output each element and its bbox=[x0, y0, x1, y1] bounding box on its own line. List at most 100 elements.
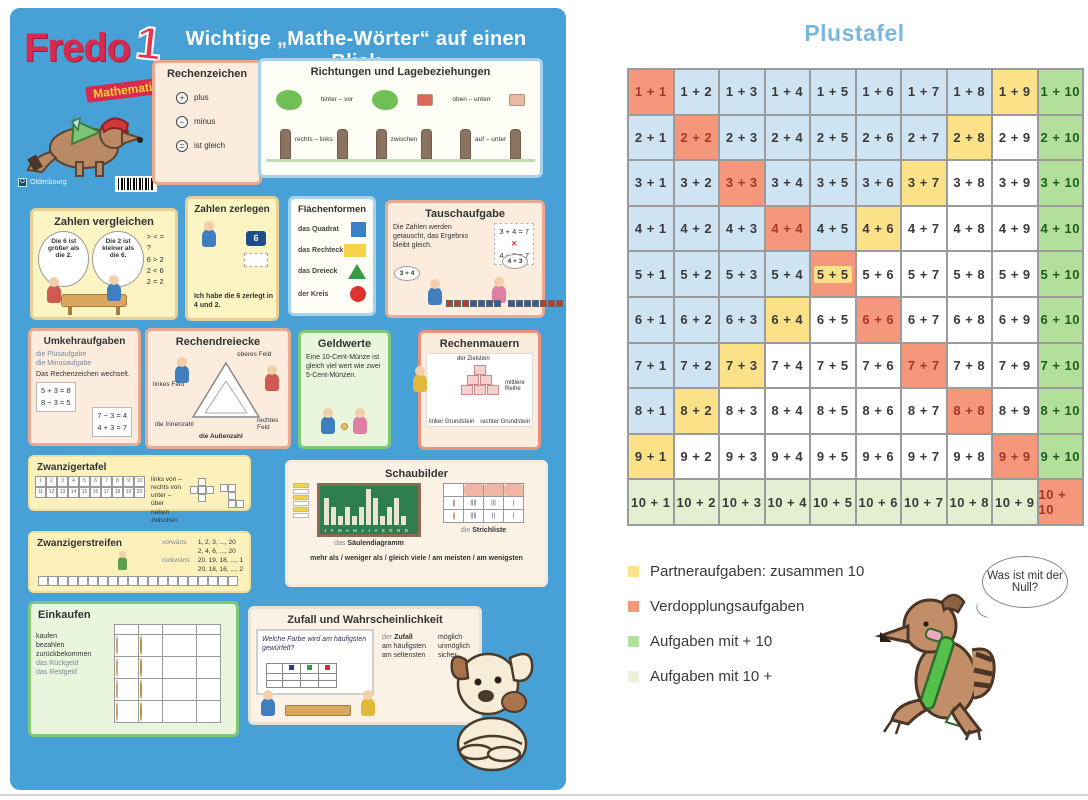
legend-swatch bbox=[628, 671, 639, 682]
child-figure bbox=[492, 277, 506, 303]
label-right: rechtes Feld bbox=[257, 417, 279, 431]
directions-row-bottom: rechts – links zwischen auf – unter bbox=[266, 118, 535, 162]
plustafel-cell: 1 + 4 bbox=[764, 69, 810, 115]
card-rechenmauern: Rechenmauern der Zielstein mittlere Reih… bbox=[413, 330, 541, 450]
plustafel-cell: 6 + 9 bbox=[992, 296, 1038, 343]
card-flaechenformen: Flächenformen das Quadrat das Rechteck d… bbox=[288, 196, 376, 316]
plustafel-cell: 6 + 1 bbox=[628, 296, 674, 343]
plustafel-cell: 5 + 1 bbox=[628, 251, 674, 297]
twenty-grid-cell: 8 bbox=[112, 476, 123, 487]
twenty-grid-cell: 2 bbox=[46, 476, 57, 487]
plustafel-cell: 5 + 2 bbox=[673, 251, 719, 297]
plustafel-cell: 9 + 4 bbox=[764, 433, 810, 480]
twenty-strip-cell bbox=[78, 576, 88, 586]
bar bbox=[373, 498, 378, 525]
caption: Die Zahlen werden getauscht, das Ergebni… bbox=[393, 224, 469, 250]
sequence: 20, 18, 16, ..., 2 bbox=[197, 566, 243, 574]
whiteboard: Welche Farbe wird am häufigsten gewürfel… bbox=[256, 629, 374, 695]
plustafel-cell: 4 + 8 bbox=[946, 205, 992, 252]
speech-bubble: Was ist mit der Null? bbox=[982, 556, 1068, 608]
arithmetic-triangle-icon bbox=[191, 361, 261, 418]
plustafel-cell: 10 + 3 bbox=[719, 479, 765, 525]
twenty-strip-cell bbox=[148, 576, 158, 586]
plustafel-cell: 3 + 2 bbox=[673, 160, 719, 206]
tally-cell: || bbox=[483, 509, 504, 523]
tree-icon bbox=[375, 129, 387, 159]
bar bbox=[366, 489, 371, 525]
shopping-table bbox=[114, 624, 221, 723]
child-figure bbox=[413, 366, 427, 392]
child-figure bbox=[202, 221, 216, 247]
card-title: Richtungen und Lagebeziehungen bbox=[310, 66, 491, 78]
position-word: zwischen bbox=[151, 516, 178, 524]
plustafel-cell: 2 + 3 bbox=[719, 114, 765, 161]
bar-chart-bars bbox=[324, 489, 406, 525]
table-illustration bbox=[285, 705, 351, 716]
card-title: Zahlen zerlegen bbox=[194, 204, 270, 215]
plustafel-cell: 1 + 7 bbox=[901, 69, 947, 115]
twenty-grid-cell: 4 bbox=[68, 476, 79, 487]
label-outer: die Außenzahl bbox=[199, 433, 243, 440]
plustafel-cell: 2 + 7 bbox=[901, 114, 947, 161]
plustafel-cell: 10 + 7 bbox=[901, 479, 947, 525]
plustafel-cell: 7 + 5 bbox=[810, 342, 856, 389]
plustafel-cell: 2 + 10 bbox=[1037, 114, 1083, 161]
plustafel-cell: 9 + 7 bbox=[901, 433, 947, 480]
plustafel-cell: 3 + 5 bbox=[810, 160, 856, 206]
equation-box: 5 + 3 = 8 8 − 3 = 5 bbox=[36, 382, 76, 413]
cell-cluster-icon bbox=[190, 478, 214, 502]
twenty-strip-cell bbox=[178, 576, 188, 586]
sequence: 1, 2, 3, ..., 20 bbox=[197, 539, 236, 546]
equation: 4 + 3 = 7 bbox=[97, 423, 127, 432]
card-title: Tauschaufgabe bbox=[425, 208, 505, 220]
direction-label: rechts – links bbox=[294, 136, 333, 143]
direction-label: oben – unten bbox=[452, 95, 491, 103]
word: das Restgeld bbox=[36, 669, 77, 677]
label-middle: mittlere Reihe bbox=[505, 380, 525, 392]
plustafel-cell: 8 + 4 bbox=[764, 388, 810, 434]
sign-board-icon bbox=[509, 94, 526, 106]
equation: 7 − 3 = 4 bbox=[97, 411, 127, 420]
plustafel-cell: 10 + 8 bbox=[946, 479, 992, 525]
tree-icon bbox=[421, 129, 433, 159]
word-column: der Zufall am häufigsten am seltensten bbox=[382, 634, 426, 660]
sequence-word: vorwärts bbox=[162, 539, 187, 546]
tree-icon bbox=[336, 129, 348, 159]
word: zurückbekommen bbox=[36, 651, 92, 659]
card-title: Rechenzeichen bbox=[166, 68, 248, 80]
plustafel-cell: 6 + 7 bbox=[901, 296, 947, 343]
plustafel-cell: 4 + 1 bbox=[628, 205, 674, 252]
plustafel-cell: 2 + 5 bbox=[810, 114, 856, 161]
plustafel-cell: 2 + 2 bbox=[673, 114, 719, 161]
plustafel-cell: 4 + 9 bbox=[992, 205, 1038, 252]
bar bbox=[394, 498, 399, 525]
card-rechenzeichen: Rechenzeichen + plus − minus = ist gleic… bbox=[152, 60, 262, 185]
twenty-grid-cell: 7 bbox=[101, 476, 112, 487]
triangle-shape-icon bbox=[348, 264, 366, 279]
diagram-label: Säulendiagramm bbox=[347, 540, 404, 547]
card-zwanzigerstreifen: Zwanzigerstreifen vorwärts 1, 2, 3, ...,… bbox=[28, 531, 251, 593]
child-figure bbox=[107, 275, 121, 301]
fredo-logo: Fredo 1 Mathematik bbox=[24, 15, 174, 106]
board-question: Welche Farbe wird am häufigsten gewürfel… bbox=[262, 636, 367, 653]
word: möglich bbox=[437, 634, 463, 641]
tally-table: |||| ||| | |||| || | bbox=[443, 483, 524, 523]
swap-cross-icon: ✕ bbox=[511, 239, 518, 248]
twenty-strip-cell bbox=[88, 576, 98, 586]
plustafel-cell: 7 + 8 bbox=[946, 342, 992, 389]
plustafel-cell: 4 + 3 bbox=[719, 205, 765, 252]
shape-row: das Rechteck bbox=[298, 244, 366, 257]
plustafel-cell: 7 + 7 bbox=[901, 342, 947, 389]
sequence-word: rückwärts bbox=[162, 557, 190, 565]
mascot-raccoon-illustration bbox=[26, 116, 144, 177]
bar bbox=[324, 498, 329, 525]
legend-label: Verdopplungsaufgaben bbox=[650, 598, 805, 615]
plustafel-cell: 1 + 1 bbox=[628, 69, 674, 115]
plustafel-cell: 3 + 6 bbox=[855, 160, 901, 206]
equation: 3 + 4 = 7 bbox=[499, 227, 529, 236]
child-figure bbox=[353, 408, 367, 434]
bar-chart-board: J F M A M J J A S O N D bbox=[317, 483, 421, 537]
twenty-grid-cell: 20 bbox=[134, 487, 145, 498]
word-list: kaufen bezahlen zurückbekommen das Rückg… bbox=[36, 632, 108, 723]
equation: 5 + 3 = 8 bbox=[41, 386, 71, 396]
